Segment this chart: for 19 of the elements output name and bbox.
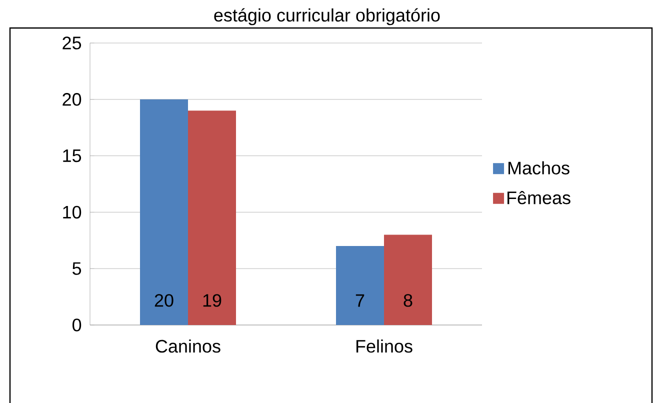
x-tick-label: Caninos	[156, 339, 220, 353]
bar	[384, 234, 432, 325]
data-label: 7	[356, 294, 364, 307]
y-tick-label: 0	[72, 318, 82, 332]
y-tick-label: 10	[63, 206, 82, 219]
y-tick-label: 15	[63, 150, 82, 162]
data-label: 19	[203, 294, 222, 307]
legend-label: Fêmeas	[508, 190, 570, 204]
bar	[140, 99, 188, 325]
y-tick-label: 5	[72, 262, 82, 275]
bar	[336, 246, 384, 325]
legend-label: Machos	[508, 161, 570, 174]
x-tick-label: Felinos	[356, 339, 412, 353]
chart-title: estágio curricular obrigatório	[214, 8, 440, 26]
bar	[188, 110, 236, 325]
data-label: 8	[404, 294, 412, 307]
y-tick-label: 25	[62, 36, 82, 50]
y-tick-label: 20	[62, 93, 82, 106]
data-label: 20	[154, 294, 174, 307]
